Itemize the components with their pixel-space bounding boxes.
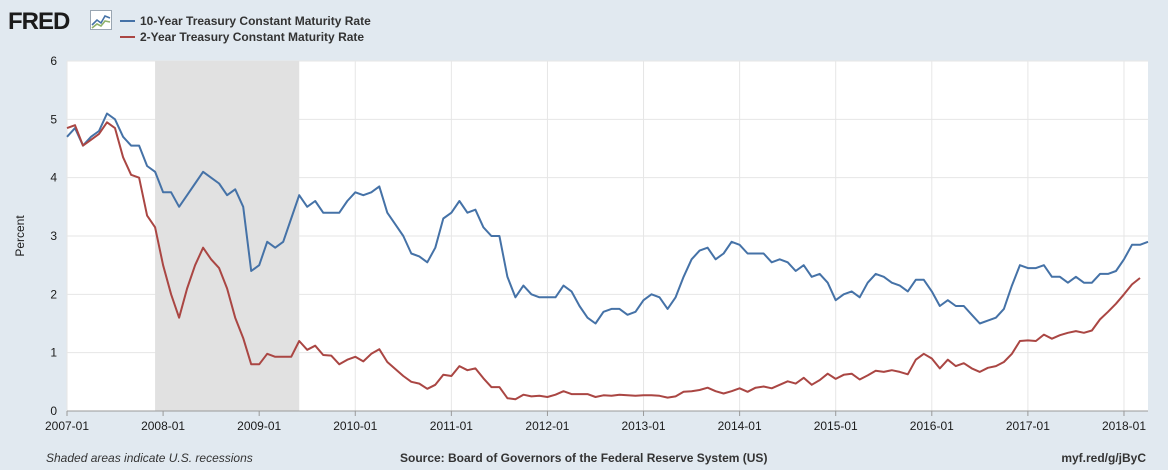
- line-chart: 0 1 2 3 4 5 6 2007-01 2008-01 2009-01 2010-01 2011…: [13, 54, 1149, 433]
- x-tick-label: 2007-01: [45, 419, 89, 433]
- x-axis: 2007-01 2008-01 2009-01 2010-01 2011-01 2012-…: [45, 411, 1146, 433]
- recession-band: [155, 61, 300, 411]
- fred-graph-icon: [90, 10, 112, 30]
- legend-label-10y: 10-Year Treasury Constant Maturity Rate: [140, 14, 371, 28]
- x-tick-label: 2017-01: [1006, 419, 1050, 433]
- y-tick-label: 0: [50, 404, 57, 418]
- series-line-10y: [66, 112, 1149, 325]
- x-tick-label: 2010-01: [333, 419, 377, 433]
- legend-item-10y: 10-Year Treasury Constant Maturity Rate: [120, 13, 371, 29]
- legend-item-2y: 2-Year Treasury Constant Maturity Rate: [120, 29, 371, 45]
- chart-legend: 10-Year Treasury Constant Maturity Rate …: [120, 13, 371, 45]
- y-tick-label: 4: [50, 171, 57, 185]
- short-link[interactable]: myf.red/g/jByC: [1061, 451, 1146, 465]
- recession-note: Shaded areas indicate U.S. recessions: [46, 451, 253, 465]
- x-tick-label: 2014-01: [718, 419, 762, 433]
- x-tick-label: 2015-01: [814, 419, 858, 433]
- x-tick-label: 2018-01: [1102, 419, 1146, 433]
- x-tick-label: 2008-01: [141, 419, 185, 433]
- x-tick-label: 2009-01: [237, 419, 281, 433]
- y-tick-label: 1: [50, 346, 57, 360]
- y-tick-label: 2: [50, 287, 57, 301]
- y-tick-label: 5: [50, 112, 57, 126]
- series-layer: [66, 112, 1149, 401]
- recession-shading: [155, 61, 300, 411]
- legend-label-2y: 2-Year Treasury Constant Maturity Rate: [140, 30, 365, 44]
- source-text: Source: Board of Governors of the Federa…: [400, 451, 768, 465]
- y-axis-label: Percent: [13, 215, 27, 257]
- y-axis: 0 1 2 3 4 5 6: [50, 54, 1148, 418]
- series-line-2y: [66, 121, 1141, 401]
- x-tick-label: 2011-01: [430, 419, 473, 433]
- x-tick-label: 2016-01: [910, 419, 954, 433]
- y-tick-label: 3: [50, 229, 57, 243]
- x-tick-label: 2013-01: [622, 419, 666, 433]
- y-tick-label: 6: [50, 54, 57, 68]
- logo-text: FRED: [8, 8, 70, 35]
- legend-swatch-2y: [120, 36, 135, 38]
- x-tick-label: 2012-01: [525, 419, 569, 433]
- legend-swatch-10y: [120, 20, 135, 22]
